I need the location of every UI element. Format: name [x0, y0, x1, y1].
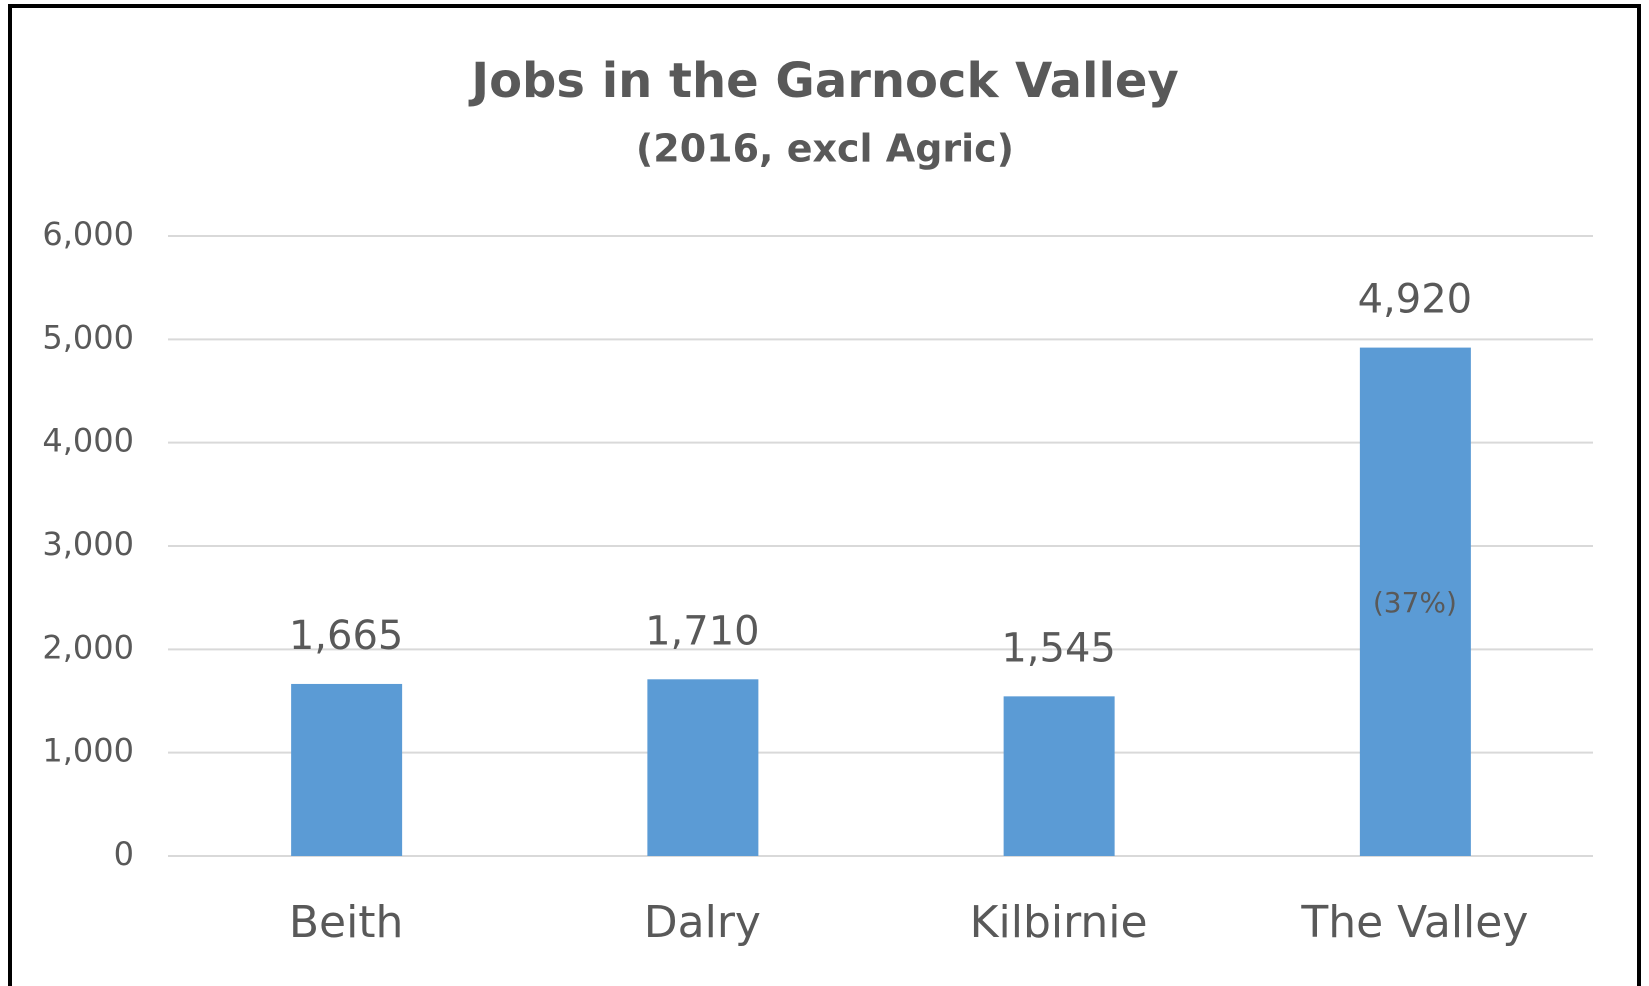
y-tick-label: 2,000: [42, 628, 134, 666]
frame: [8, 4, 1641, 986]
y-tick-label: 0: [114, 835, 134, 873]
annotation: (37%): [1373, 586, 1457, 619]
chart-subtitle: (2016, excl Agric): [636, 127, 1014, 171]
value-label: 1,710: [645, 608, 760, 654]
bar: [1003, 696, 1115, 856]
value-label: 1,545: [1001, 625, 1116, 671]
bar: [1359, 347, 1471, 856]
x-tick-label: Kilbirnie: [970, 897, 1148, 948]
y-tick-label: 4,000: [42, 422, 134, 460]
y-tick-label: 6,000: [42, 215, 134, 253]
x-tick-label: Dalry: [644, 897, 761, 948]
value-label: 1,665: [289, 613, 404, 659]
bar: [291, 683, 403, 856]
y-tick-label: 5,000: [42, 318, 134, 356]
x-tick-label: The Valley: [1300, 897, 1528, 948]
x-tick-label: Beith: [289, 897, 404, 948]
bar: [647, 679, 759, 856]
chart-title: Jobs in the Garnock Valley: [468, 53, 1179, 109]
value-label: 4,920: [1358, 277, 1473, 323]
y-tick-label: 3,000: [42, 525, 134, 563]
y-tick-label: 1,000: [42, 732, 134, 770]
